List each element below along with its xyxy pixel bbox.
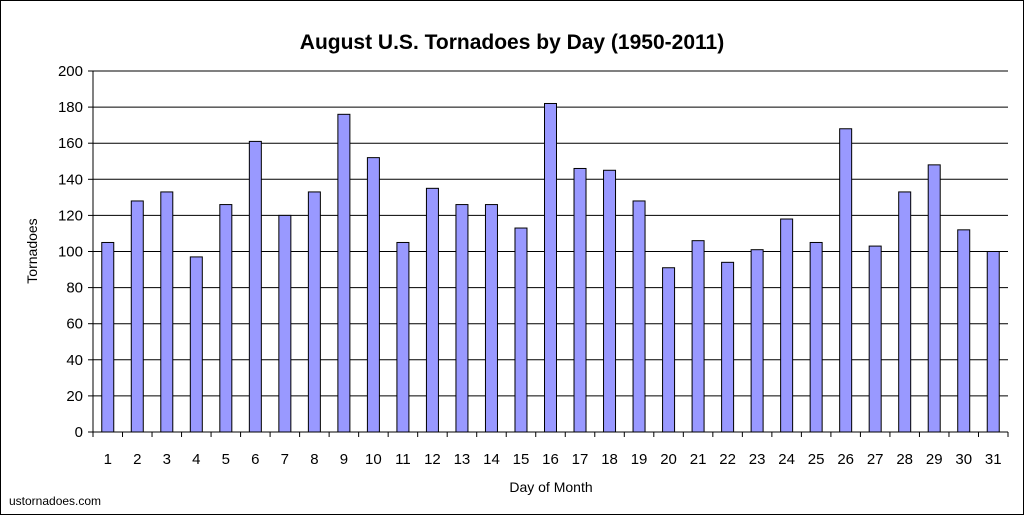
x-tick-label: 15	[513, 451, 530, 468]
bar	[573, 167, 587, 433]
x-tick-label: 17	[572, 451, 589, 468]
bar	[839, 128, 853, 433]
bar	[986, 251, 1000, 433]
x-tick-label: 31	[985, 451, 1002, 468]
bar	[957, 229, 971, 433]
y-tick-label: 100	[58, 244, 83, 261]
y-axis-label: Tornadoes	[24, 218, 40, 283]
y-tick-label: 160	[58, 135, 83, 152]
bar	[189, 256, 203, 433]
x-tick-label: 26	[837, 451, 854, 468]
bar	[514, 227, 528, 433]
y-tick-label: 180	[58, 99, 83, 116]
bar	[366, 157, 380, 433]
bar	[603, 169, 617, 433]
y-tick-label: 120	[58, 207, 83, 224]
x-tick-label: 22	[719, 451, 736, 468]
x-tick-label: 27	[867, 451, 884, 468]
chart-title: August U.S. Tornadoes by Day (1950-2011)	[300, 31, 724, 54]
bar	[484, 204, 498, 433]
x-axis-label: Day of Month	[509, 479, 592, 495]
bar	[691, 240, 705, 433]
bar	[455, 204, 469, 433]
y-tick-label: 20	[66, 388, 83, 405]
x-tick-label: 10	[365, 451, 382, 468]
y-tick-label: 0	[75, 424, 83, 441]
x-tick-label: 16	[542, 451, 559, 468]
x-tick-label: 3	[163, 451, 171, 468]
y-tick-label: 40	[66, 352, 83, 369]
source-credit: ustornadoes.com	[9, 494, 101, 508]
bar	[662, 267, 676, 433]
bar	[927, 164, 941, 433]
x-tick-label: 6	[251, 451, 259, 468]
x-tick-label: 4	[192, 451, 200, 468]
x-tick-label: 25	[808, 451, 825, 468]
x-tick-label: 8	[310, 451, 318, 468]
x-tick-label: 13	[454, 451, 471, 468]
bar	[425, 187, 439, 433]
x-tick-label: 11	[395, 451, 411, 468]
x-tick-label: 29	[926, 451, 943, 468]
bar	[868, 245, 882, 433]
bar	[809, 241, 823, 433]
x-tick-label: 28	[896, 451, 913, 468]
y-tick-label: 80	[66, 280, 83, 297]
bar	[219, 204, 233, 433]
bar	[101, 241, 115, 433]
x-tick-label: 5	[222, 451, 230, 468]
x-tick-label: 12	[424, 451, 441, 468]
x-tick-label: 14	[483, 451, 500, 468]
bar	[160, 191, 174, 433]
bar	[750, 249, 764, 433]
x-tick-label: 2	[133, 451, 141, 468]
bar	[780, 218, 794, 433]
x-tick-label: 21	[690, 451, 707, 468]
bar	[721, 261, 735, 433]
x-tick-label: 1	[104, 451, 112, 468]
x-tick-label: 30	[955, 451, 972, 468]
y-tick-label: 60	[66, 316, 83, 333]
bar	[278, 214, 292, 433]
bar	[307, 191, 321, 433]
x-tick-label: 9	[340, 451, 348, 468]
bar	[898, 191, 912, 433]
x-tick-label: 23	[749, 451, 766, 468]
bar	[337, 113, 351, 433]
x-tick-label: 18	[601, 451, 618, 468]
bar	[248, 140, 262, 433]
x-tick-label: 7	[281, 451, 289, 468]
bar	[544, 102, 557, 433]
x-tick-label: 24	[778, 451, 795, 468]
y-tick-label: 140	[58, 171, 83, 188]
x-tick-label: 19	[631, 451, 648, 468]
x-tick-label: 20	[660, 451, 677, 468]
y-tick-label: 200	[58, 63, 83, 80]
bar	[396, 241, 410, 433]
bar	[130, 200, 144, 433]
bar	[632, 200, 646, 433]
